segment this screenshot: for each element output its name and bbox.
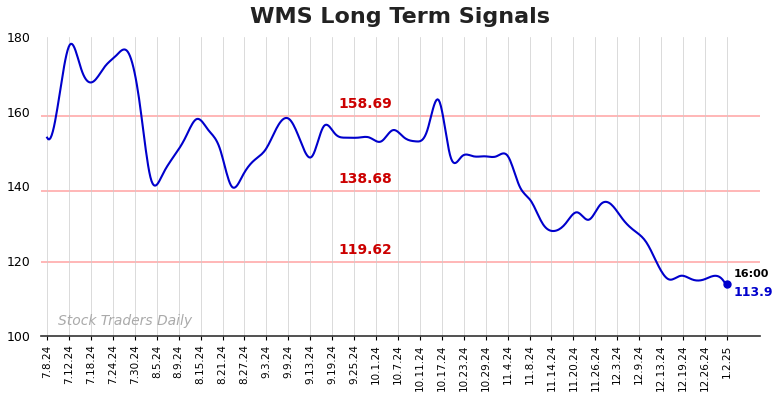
Text: 113.9: 113.9 — [734, 287, 773, 299]
Text: 158.69: 158.69 — [338, 97, 392, 111]
Text: 119.62: 119.62 — [338, 243, 392, 257]
Text: Stock Traders Daily: Stock Traders Daily — [58, 314, 192, 328]
Text: 138.68: 138.68 — [338, 172, 392, 185]
Title: WMS Long Term Signals: WMS Long Term Signals — [250, 7, 550, 27]
Text: 16:00: 16:00 — [734, 269, 769, 279]
